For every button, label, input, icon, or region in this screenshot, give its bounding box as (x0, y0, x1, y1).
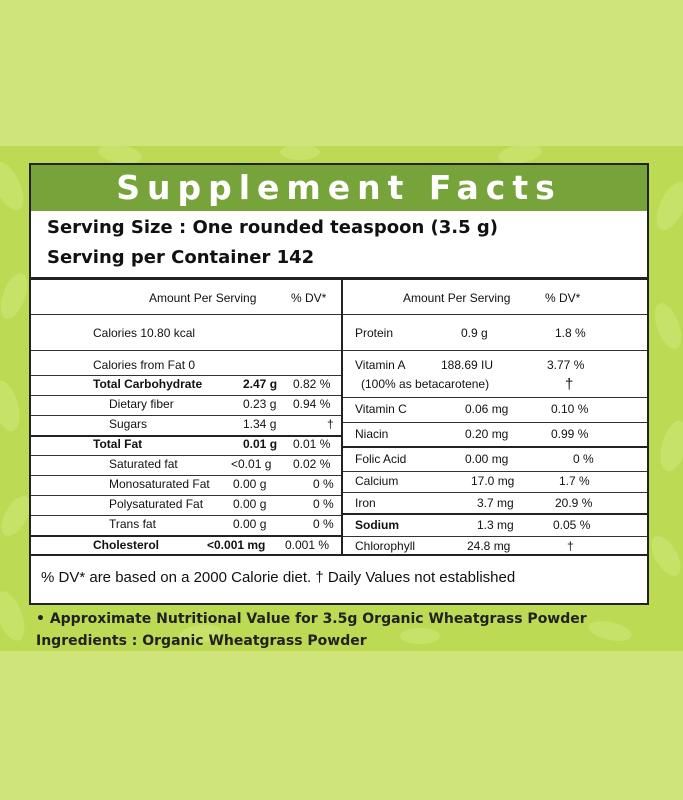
nutrient-amount: 3.7 mg (477, 496, 514, 510)
nutrient-amount: 0.06 mg (465, 402, 509, 416)
nutrient-label: Calories 10.80 kcal (93, 326, 196, 340)
nutrient-dv: 20.9 % (555, 496, 593, 510)
nutrient-dv: 0.10 % (551, 402, 589, 416)
nutrient-label: Polysaturated Fat (109, 497, 204, 511)
divider (343, 446, 647, 448)
nutrient-amount: 0.01 g (243, 437, 278, 451)
nutrient-dv: † (567, 539, 574, 553)
divider (31, 475, 341, 476)
divider (343, 314, 647, 315)
nutrient-label: Monosaturated Fat (109, 477, 210, 491)
nutrient-amount: <0.001 mg (207, 538, 266, 552)
divider (31, 395, 341, 396)
serving-size: Serving Size : One rounded teaspoon (3.5… (47, 217, 499, 238)
nutrient-amount: 0.23 g (243, 397, 277, 411)
divider (31, 515, 341, 516)
nutrient-label: Iron (355, 496, 376, 510)
nutrient-dv: † (327, 417, 334, 431)
nutrient-amount: 2.47 g (243, 377, 278, 391)
nutrient-dv: 0 % (573, 452, 594, 466)
divider (343, 397, 647, 398)
nutrient-amount: 0.00 g (233, 497, 267, 511)
nutrient-label: Total Carbohydrate (93, 377, 203, 391)
nutrient-dv: 0.05 % (553, 518, 591, 532)
divider (343, 350, 647, 351)
ingredients-note: Ingredients : Organic Wheatgrass Powder (36, 633, 367, 649)
left-nutrient-table: Amount Per Serving % DV* Calories 10.80 … (31, 280, 341, 554)
nutrient-dv: † (565, 376, 574, 393)
divider (343, 536, 647, 537)
divider (343, 422, 647, 423)
leaf-pattern-icon (0, 146, 683, 644)
nutrient-amount: 24.8 mg (467, 539, 511, 553)
supplement-facts-panel: Supplement Facts Serving Size : One roun… (29, 163, 649, 605)
nutrient-amount: 1.3 mg (477, 518, 514, 532)
divider (343, 492, 647, 493)
nutrient-dv: 0.82 % (293, 377, 331, 391)
nutrient-label: Cholesterol (93, 538, 160, 552)
nutrient-dv: 0.01 % (293, 437, 331, 451)
nutrient-label: Sodium (355, 518, 399, 532)
nutrient-label: Trans fat (109, 517, 156, 531)
nutrient-label: (100% as betacarotene) (361, 377, 490, 391)
divider (31, 435, 341, 437)
nutrient-dv: 0.94 % (293, 397, 331, 411)
divider (31, 415, 341, 416)
nutrient-amount: 0.00 g (233, 477, 267, 491)
nutrient-dv: 0 % (313, 517, 334, 531)
divider (31, 350, 341, 351)
nutrient-dv: 0.99 % (551, 427, 589, 441)
nutrient-dv: 0 % (313, 497, 334, 511)
nutrient-label: Total Fat (93, 437, 143, 451)
nutrient-dv: 1.8 % (555, 326, 586, 340)
left-amount-header: Amount Per Serving (149, 291, 257, 305)
divider (31, 455, 341, 456)
right-amount-header: Amount Per Serving (403, 291, 511, 305)
divider (31, 314, 341, 315)
column-divider (341, 280, 343, 554)
nutrient-label: Vitamin C (355, 402, 407, 416)
section-divider (31, 554, 647, 556)
nutrient-label: Chlorophyll (355, 539, 416, 553)
servings-per-container: Serving per Container 142 (47, 247, 315, 268)
nutrient-label: Folic Acid (355, 452, 407, 466)
nutrient-label: Calories from Fat 0 (93, 358, 196, 372)
nutrient-dv: 0.02 % (293, 457, 331, 471)
divider (31, 495, 341, 496)
divider (31, 375, 341, 376)
nutrient-amount: 0.9 g (461, 326, 488, 340)
nutrient-dv: 3.77 % (547, 358, 585, 372)
nutrient-amount: 0.00 g (233, 517, 267, 531)
serving-info: Serving Size : One rounded teaspoon (3.5… (31, 211, 647, 273)
nutrient-label: Protein (355, 326, 394, 340)
nutrient-amount: 17.0 mg (471, 474, 515, 488)
nutrient-dv: 0.001 % (285, 538, 330, 552)
nutrient-amount: 0.00 mg (465, 452, 509, 466)
section-divider (31, 277, 647, 280)
nutrient-label: Dietary fiber (109, 397, 174, 411)
nutrient-label: Calcium (355, 474, 399, 488)
panel-title: Supplement Facts (31, 165, 647, 211)
nutrient-label: Saturated fat (109, 457, 178, 471)
label-notes: • Approximate Nutritional Value for 3.5g… (36, 608, 587, 652)
divider (31, 535, 341, 537)
nutrient-dv: 1.7 % (559, 474, 590, 488)
nutrient-amount: 1.34 g (243, 417, 277, 431)
nutrient-label: Sugars (109, 417, 148, 431)
divider (343, 513, 647, 515)
left-dv-header: % DV* (291, 291, 327, 305)
nutrient-amount: 0.20 mg (465, 427, 509, 441)
right-dv-header: % DV* (545, 291, 581, 305)
nutrient-amount: 188.69 IU (441, 358, 494, 372)
approximate-value-note: • Approximate Nutritional Value for 3.5g… (36, 611, 587, 627)
nutrient-label: Vitamin A (355, 358, 406, 372)
nutrient-label: Niacin (355, 427, 389, 441)
daily-value-footnote: % DV* are based on a 2000 Calorie diet. … (41, 569, 516, 586)
divider (343, 471, 647, 472)
nutrient-dv: 0 % (313, 477, 334, 491)
nutrient-amount: <0.01 g (231, 457, 272, 471)
right-nutrient-table: Amount Per Serving % DV* Protein 0.9 g 1… (343, 280, 647, 554)
